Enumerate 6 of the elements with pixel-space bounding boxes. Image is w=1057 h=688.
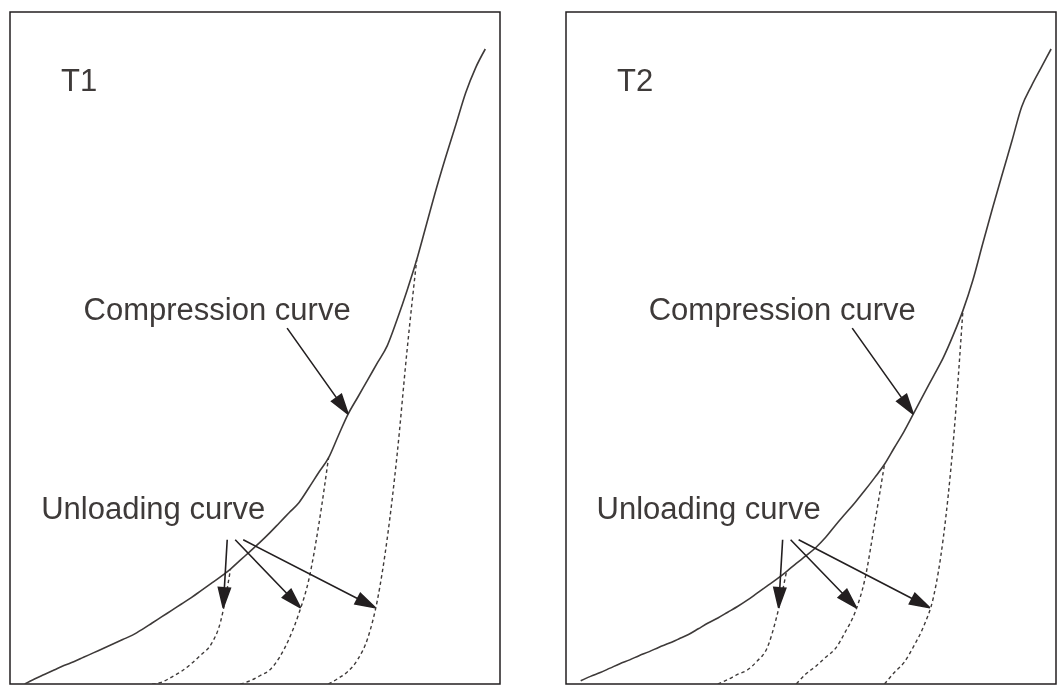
annotation: Compression curve [83,292,351,328]
text: T2 [617,63,654,98]
annotation: Compression curve [648,292,916,328]
annotation: Unloading curve [41,490,266,526]
text: T1 [61,63,98,98]
annotation: Unloading curve [596,490,821,526]
